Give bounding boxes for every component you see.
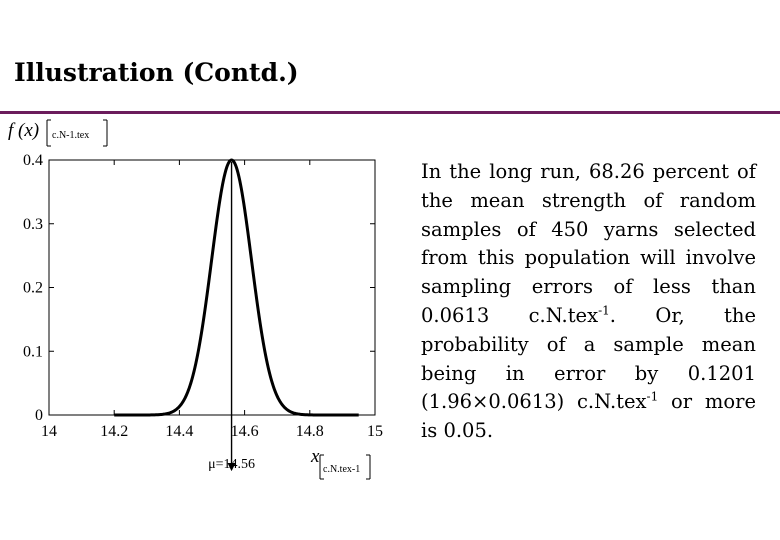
y-tick-label: 0.3 bbox=[23, 216, 43, 233]
y-tick-label: 0.2 bbox=[23, 280, 43, 297]
x-axis-unit: c.N.tex-1 bbox=[323, 464, 360, 475]
y-axis-unit: c.N-1.tex bbox=[52, 130, 89, 141]
plot-frame bbox=[48, 159, 376, 416]
x-unit-bracket bbox=[319, 454, 371, 480]
y-tick-label: 0.1 bbox=[23, 343, 43, 360]
x-axis-label: x bbox=[310, 446, 320, 467]
explanation-part-3: or more is 0.05. bbox=[421, 390, 756, 443]
x-tick-label: 14.2 bbox=[100, 423, 128, 440]
x-tick-label: 14.4 bbox=[165, 423, 193, 440]
explanation-superscript-1: -1 bbox=[598, 303, 610, 318]
chart-series bbox=[114, 158, 359, 472]
y-axis-label: f (x) bbox=[8, 120, 39, 141]
title-divider bbox=[0, 111, 780, 114]
normal-distribution-chart: 14 14.2 14.4 14.6 14.8 15 0 0.1 0.2 0.3 0.4 μ=14.5… bbox=[8, 119, 383, 480]
density-curve bbox=[114, 158, 359, 417]
explanation-superscript-2: -1 bbox=[646, 389, 659, 404]
explanation-part-1: In the long run, 68.26 percent of the me… bbox=[421, 160, 756, 327]
x-tick-label: 15 bbox=[367, 423, 383, 440]
explanation-text: In the long run, 68.26 percent of the me… bbox=[421, 158, 756, 446]
y-tick-label: 0.4 bbox=[23, 152, 43, 169]
chart-axes bbox=[48, 159, 376, 416]
y-unit-bracket bbox=[46, 119, 108, 147]
x-tick-label: 14.8 bbox=[296, 423, 324, 440]
slide-title: Illustration (Contd.) bbox=[14, 58, 299, 87]
chart-ticks: 14 14.2 14.4 14.6 14.8 15 0 0.1 0.2 0.3 0.4 bbox=[23, 152, 383, 440]
explanation-part-2: . Or, the probability of a sample mean b… bbox=[421, 303, 756, 414]
x-tick-label: 14 bbox=[41, 423, 57, 440]
chart-labels: μ=14.56 f (x) c.N-1.tex xc.N.tex-1 bbox=[8, 119, 371, 480]
y-tick-label: 0 bbox=[35, 407, 43, 424]
x-tick-label: 14.6 bbox=[231, 423, 259, 440]
mean-label: μ=14.56 bbox=[208, 457, 255, 472]
